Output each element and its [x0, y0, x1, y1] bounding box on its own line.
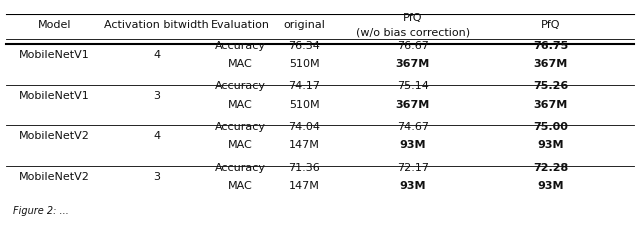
- Text: Accuracy: Accuracy: [214, 162, 266, 173]
- Text: Activation bitwidth: Activation bitwidth: [104, 20, 209, 29]
- Text: 510M: 510M: [289, 100, 319, 110]
- Text: 74.67: 74.67: [397, 122, 429, 132]
- Text: MobileNetV2: MobileNetV2: [19, 172, 90, 182]
- Text: 93M: 93M: [399, 140, 426, 151]
- Text: 147M: 147M: [289, 181, 319, 191]
- Text: 72.17: 72.17: [397, 162, 429, 173]
- Text: MAC: MAC: [228, 181, 252, 191]
- Text: 147M: 147M: [289, 140, 319, 151]
- Text: 93M: 93M: [399, 181, 426, 191]
- Text: 367M: 367M: [396, 59, 430, 69]
- Text: Model: Model: [38, 20, 71, 29]
- Text: 72.28: 72.28: [532, 162, 568, 173]
- Text: Figure 2: ...: Figure 2: ...: [13, 206, 68, 216]
- Text: MAC: MAC: [228, 59, 252, 69]
- Text: original: original: [283, 20, 325, 29]
- Text: 71.36: 71.36: [288, 162, 320, 173]
- Text: 4: 4: [153, 50, 161, 60]
- Text: 76.34: 76.34: [288, 41, 320, 51]
- Text: 75.00: 75.00: [533, 122, 568, 132]
- Text: (w/o bias correction): (w/o bias correction): [356, 28, 470, 38]
- Text: MAC: MAC: [228, 140, 252, 151]
- Text: MAC: MAC: [228, 100, 252, 110]
- Text: Evaluation: Evaluation: [211, 20, 269, 29]
- Text: 93M: 93M: [537, 181, 564, 191]
- Text: 3: 3: [154, 172, 160, 182]
- Text: Accuracy: Accuracy: [214, 81, 266, 91]
- Text: 76.67: 76.67: [397, 41, 429, 51]
- Text: 510M: 510M: [289, 59, 319, 69]
- Text: Accuracy: Accuracy: [214, 41, 266, 51]
- Text: 93M: 93M: [537, 140, 564, 151]
- Text: 3: 3: [154, 91, 160, 101]
- Text: MobileNetV1: MobileNetV1: [19, 91, 90, 101]
- Text: 74.04: 74.04: [288, 122, 320, 132]
- Text: 367M: 367M: [533, 59, 568, 69]
- Text: Accuracy: Accuracy: [214, 122, 266, 132]
- Text: PfQ: PfQ: [541, 20, 560, 29]
- Text: 76.75: 76.75: [532, 41, 568, 51]
- Text: PfQ: PfQ: [403, 13, 422, 23]
- Text: 4: 4: [153, 131, 161, 141]
- Text: 75.26: 75.26: [532, 81, 568, 91]
- Text: MobileNetV2: MobileNetV2: [19, 131, 90, 141]
- Text: 74.17: 74.17: [288, 81, 320, 91]
- Text: 367M: 367M: [533, 100, 568, 110]
- Text: MobileNetV1: MobileNetV1: [19, 50, 90, 60]
- Text: 75.14: 75.14: [397, 81, 429, 91]
- Text: 367M: 367M: [396, 100, 430, 110]
